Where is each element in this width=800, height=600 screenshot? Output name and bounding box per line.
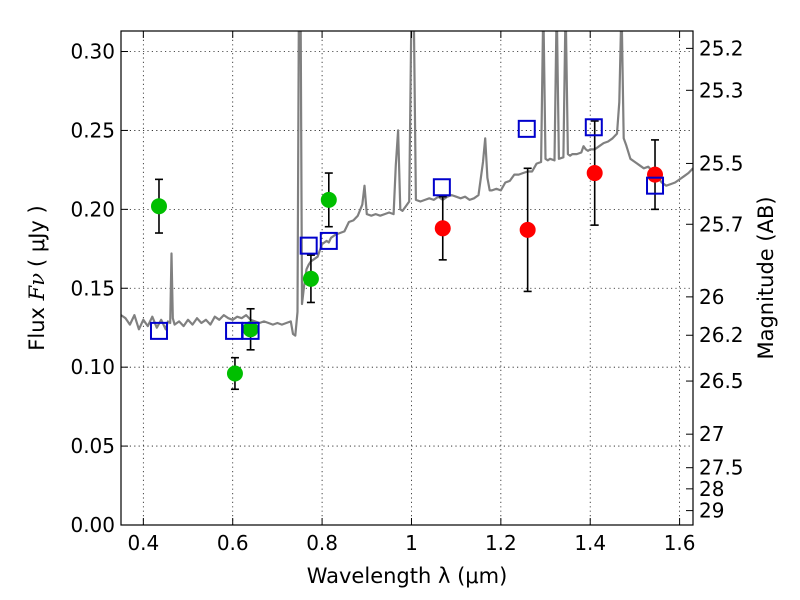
green-data-point	[242, 321, 259, 338]
red-data-point	[434, 220, 451, 237]
green-data-point	[226, 365, 243, 382]
x-axis-label: Wavelength λ (μm)	[307, 564, 508, 588]
y2-tick-label: 29	[699, 499, 724, 523]
y-tick-labels: 0.00 0.05 0.10 0.15 0.20 0.25 0.30	[70, 40, 115, 537]
y-axis-label: Flux Fν ( μJy )	[25, 205, 49, 350]
x-tick-label: 1.2	[485, 531, 517, 555]
y-tick-label: 0.15	[70, 276, 115, 300]
x-tick-label: 1.6	[664, 531, 696, 555]
y2-tick-label: 25.2	[699, 36, 744, 60]
y2-tick-label: 25.5	[699, 151, 744, 175]
y-tick-label: 0.30	[70, 40, 115, 64]
x-tick-label: 1	[405, 531, 418, 555]
model-square-marker	[149, 321, 168, 340]
y2-tick-label: 25.7	[699, 212, 744, 236]
y2-tick-label: 25.3	[699, 78, 744, 102]
y-axis-label-units: ( μJy )	[25, 205, 49, 267]
spectrum-layer	[121, 31, 693, 337]
y-axis-label-symbol: Fν	[25, 273, 49, 302]
model-square-marker	[241, 321, 260, 340]
y2-tick-label: 26.2	[699, 323, 744, 347]
y2-tick-label: 28	[699, 477, 724, 501]
model-square-marker	[517, 119, 536, 138]
y-tick-label: 0.25	[70, 118, 115, 142]
y2-tick-label: 27	[699, 422, 724, 446]
model-square-marker	[584, 118, 603, 137]
y2-tick-label: 27.5	[699, 456, 744, 480]
green-data-point	[150, 198, 167, 215]
plot-frame	[120, 30, 694, 526]
axis-ticks	[121, 31, 693, 526]
red-data-point	[586, 165, 603, 182]
y-axis-label-text: Flux	[25, 300, 49, 350]
x-tick-label: 1.4	[574, 531, 606, 555]
y-tick-label: 0.20	[70, 197, 115, 221]
y2-tick-label: 26.5	[699, 369, 744, 393]
x-tick-label: 0.4	[127, 531, 159, 555]
y2-axis-label: Magnitude (AB)	[754, 196, 778, 359]
model-square-marker	[319, 231, 338, 250]
y2-tick-label: 26	[699, 285, 724, 309]
y-tick-label: 0.10	[70, 355, 115, 379]
model-square-marker	[432, 178, 451, 197]
model-square-marker	[299, 236, 318, 255]
red-data-point	[519, 221, 536, 238]
red-data-point	[647, 166, 664, 183]
green-data-point	[302, 270, 319, 287]
x-tick-label: 0.6	[217, 531, 249, 555]
spectrum-line	[121, 31, 693, 337]
y-tick-label: 0.00	[70, 513, 115, 537]
x-tick-labels: 0.4 0.6 0.8 1 1.2 1.4 1.6	[127, 531, 695, 555]
data-points-layer	[149, 118, 665, 391]
x-tick-label: 0.8	[306, 531, 338, 555]
model-square-marker	[646, 176, 665, 195]
y-tick-label: 0.05	[70, 434, 115, 458]
green-data-point	[320, 191, 337, 208]
